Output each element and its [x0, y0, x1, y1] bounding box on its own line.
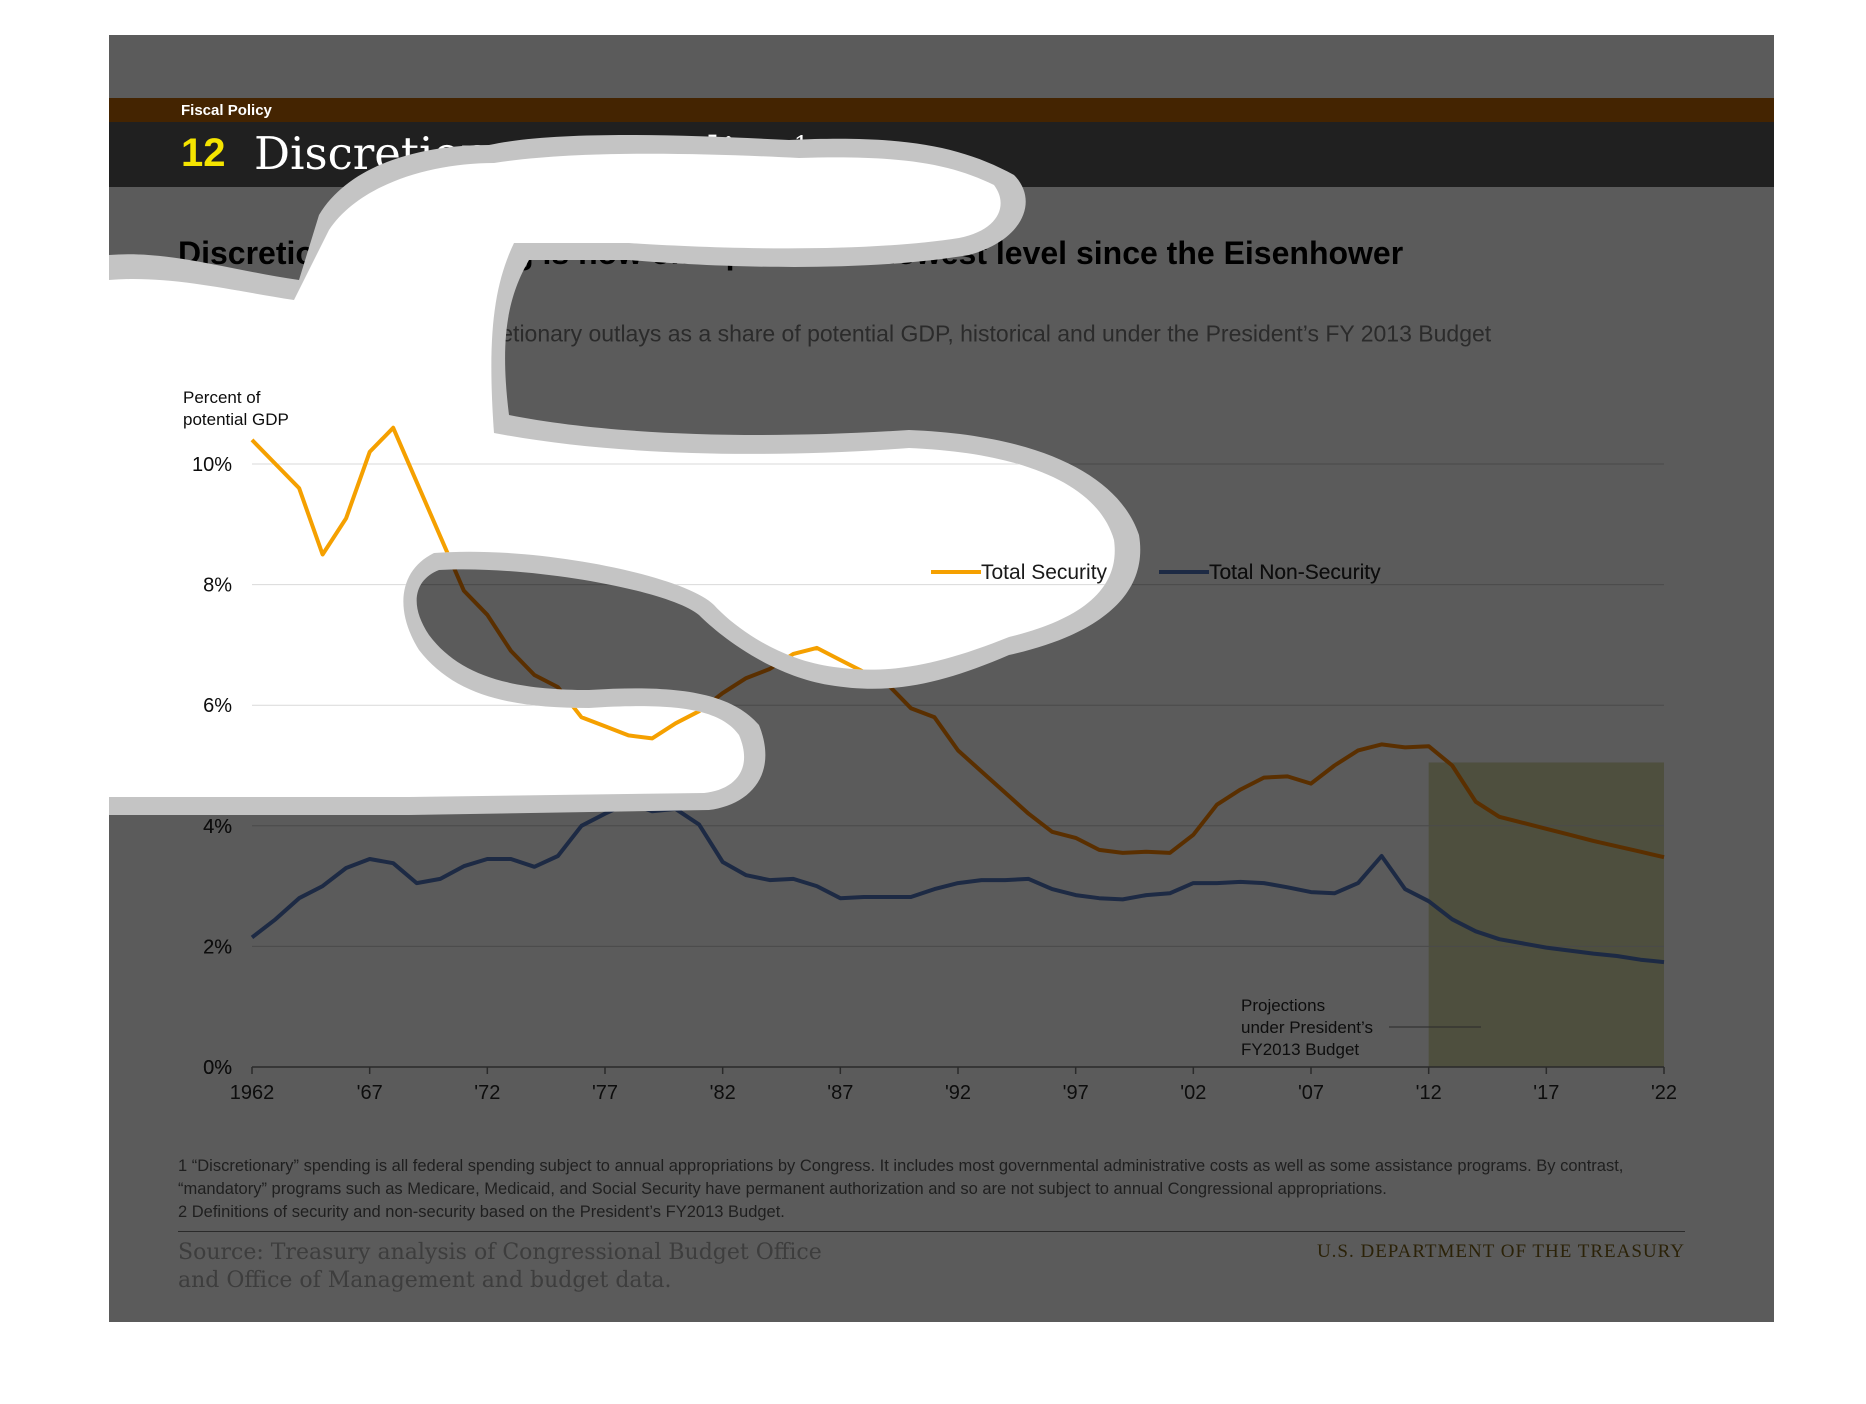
footer-divider: [178, 1231, 1685, 1232]
x-tick-label: '72: [474, 1082, 500, 1104]
source-note: Source: Treasury analysis of Congression…: [178, 1240, 822, 1293]
footnotes: 1 “Discretionary” spending is all federa…: [178, 1155, 1688, 1224]
projection-label-line: Projections: [1241, 996, 1325, 1015]
projection-label-line: under President’s: [1241, 1018, 1373, 1037]
agency-name: U.S. DEPARTMENT OF THE TREASURY: [1316, 1241, 1685, 1262]
x-tick-label: '67: [357, 1082, 383, 1104]
y-axis-label: Percent of: [183, 388, 261, 407]
series-line-non-security: [250, 800, 1665, 965]
x-tick-label: '17: [1533, 1082, 1559, 1104]
header-band: [109, 98, 1774, 122]
x-tick-label: '87: [827, 1082, 853, 1104]
x-tick-label: '97: [1063, 1082, 1089, 1104]
projection-region: [1428, 762, 1664, 1067]
x-tick-label: '77: [592, 1082, 618, 1104]
y-tick-label: 8%: [203, 575, 232, 597]
footnote-2: 2 Definitions of security and non-securi…: [178, 1203, 785, 1221]
x-tick-label: '07: [1298, 1082, 1324, 1104]
y-tick-label: 2%: [203, 936, 232, 958]
legend-label-security: Total Security: [981, 561, 1108, 584]
x-tick-label: '02: [1180, 1082, 1206, 1104]
slide: Fiscal Policy 12 Discretionary Spending1…: [109, 35, 1774, 1322]
x-tick-label: '12: [1416, 1082, 1442, 1104]
section-tag: Fiscal Policy: [181, 102, 272, 119]
x-tick-label: '22: [1651, 1082, 1677, 1104]
y-tick-label: 4%: [203, 816, 232, 838]
y-axis-label: potential GDP: [183, 410, 289, 429]
y-tick-label: 10%: [192, 454, 232, 476]
x-tick-label: '82: [710, 1082, 736, 1104]
x-tick-label: '92: [945, 1082, 971, 1104]
projection-label-line: FY2013 Budget: [1241, 1040, 1359, 1059]
line-chart: 0% 2% 4% 6% 8% 10% Percent of potential GDP 1962…: [183, 388, 1677, 1104]
footnote-1: 1 “Discretionary” spending is all federa…: [178, 1157, 1624, 1198]
x-tick-label: 1962: [230, 1082, 275, 1104]
y-tick-label: 6%: [203, 695, 232, 717]
legend-label-non-security: Total Non-Security: [1209, 561, 1381, 584]
y-tick-label: 0%: [203, 1057, 232, 1079]
